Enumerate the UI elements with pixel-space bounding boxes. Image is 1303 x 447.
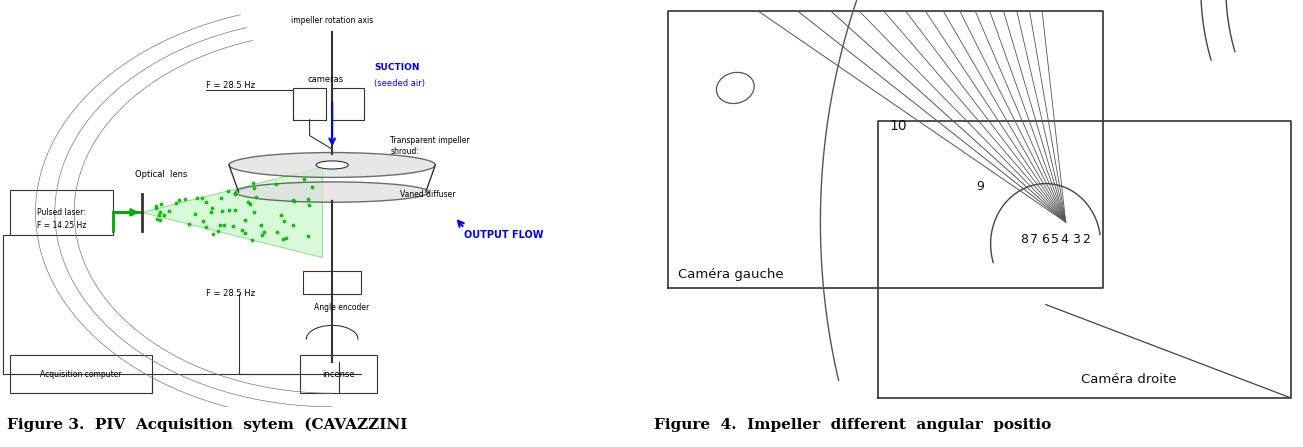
Text: F = 28.5 Hz: F = 28.5 Hz [206,289,255,298]
Text: 7: 7 [1029,233,1037,246]
Text: Pulsed laser:: Pulsed laser: [36,208,86,217]
Text: 9: 9 [977,181,985,194]
Ellipse shape [317,161,348,169]
Bar [9,190,113,235]
Text: 3: 3 [1072,233,1080,246]
Text: impeller rotation axis: impeller rotation axis [291,16,373,25]
Bar [9,355,151,393]
Ellipse shape [229,152,435,177]
Text: Optical  lens: Optical lens [136,169,188,178]
Ellipse shape [236,182,429,202]
Text: Figure 3.  PIV  Acquisition  sytem  (CAVAZZINI: Figure 3. PIV Acquisition sytem (CAVAZZI… [7,418,407,432]
Text: F = 14.25 Hz: F = 14.25 Hz [36,221,86,231]
Ellipse shape [717,72,754,104]
Text: 8: 8 [1020,233,1028,246]
Bar [332,88,365,120]
Text: incense: incense [322,370,354,379]
Text: cameras: cameras [308,75,344,84]
Text: SUCTION: SUCTION [374,63,420,72]
Text: shroud:: shroud: [390,147,420,156]
Text: Transparent impeller: Transparent impeller [390,135,470,145]
Text: Angle encoder: Angle encoder [314,303,370,312]
Text: 4: 4 [1061,233,1068,246]
Polygon shape [142,167,323,257]
Text: Figure  4.  Impeller  different  angular  positio: Figure 4. Impeller different angular pos… [654,418,1052,432]
Text: 2: 2 [1081,233,1089,246]
Text: OUTPUT FLOW: OUTPUT FLOW [464,230,543,240]
Text: Acquisition computer: Acquisition computer [40,370,121,379]
Text: 6: 6 [1041,233,1049,246]
Text: Caméra droite: Caméra droite [1080,373,1177,386]
Text: F = 28.5 Hz: F = 28.5 Hz [206,81,255,90]
Bar [300,355,378,393]
Text: 10: 10 [890,119,907,133]
Text: Caméra gauche: Caméra gauche [679,268,784,281]
Text: Vaned diffuser: Vaned diffuser [400,190,455,199]
Bar [293,88,326,120]
Text: (seeded air): (seeded air) [374,79,425,88]
Text: 5: 5 [1050,233,1059,246]
Bar [304,271,361,294]
